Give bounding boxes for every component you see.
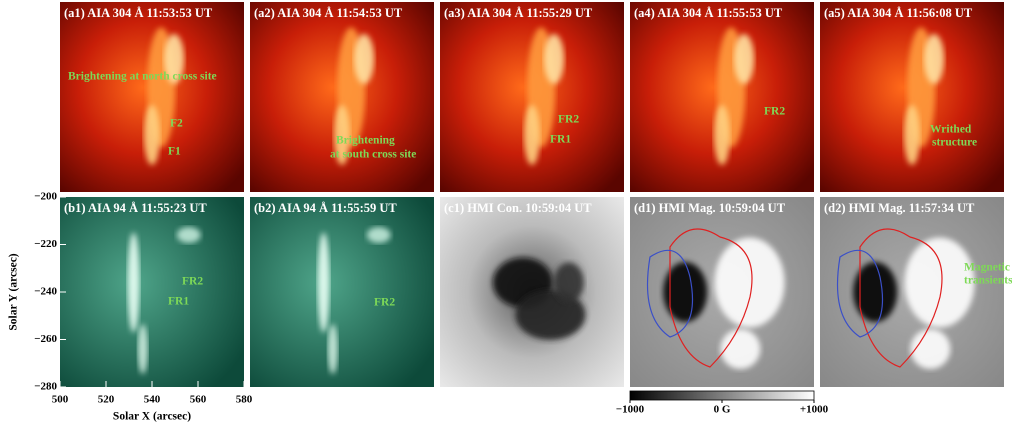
annotation: Brightening [336, 135, 395, 147]
panel: (d2) HMI Mag. 11:57:34 UT Magnetictransie… [820, 197, 1012, 387]
panel-title: (b2) AIA 94 Å 11:55:59 UT [254, 201, 397, 215]
feature [524, 105, 540, 165]
panel: (c1) HMI Con. 10:59:04 UT [440, 197, 624, 387]
panel-title: (b1) AIA 94 Å 11:55:23 UT [64, 201, 207, 215]
annotation: FR2 [558, 114, 579, 126]
feature [177, 227, 201, 243]
panel-image [250, 197, 434, 387]
panel-image [60, 197, 244, 387]
panel: (d1) HMI Mag. 10:59:04 UT [630, 197, 814, 387]
y-tick-label: −220 [34, 238, 57, 250]
feature [544, 34, 564, 84]
annotation: at south cross site [330, 149, 416, 161]
y-tick-label: −280 [34, 381, 57, 393]
annotation: F1 [168, 146, 181, 158]
panel: (a4) AIA 304 Å 11:55:53 UT FR2 [630, 2, 814, 192]
panel-title: (a4) AIA 304 Å 11:55:53 UT [634, 6, 783, 20]
panel-title: (a1) AIA 304 Å 11:53:53 UT [64, 6, 213, 20]
feature [328, 324, 338, 374]
feature [734, 34, 754, 84]
figure: (a1) AIA 304 Å 11:53:53 UT Brightening at… [0, 0, 1012, 425]
feature [715, 238, 785, 328]
x-tick-label: 500 [52, 394, 69, 406]
colorbar-label: 0 G [714, 404, 731, 416]
annotation: FR1 [550, 134, 571, 146]
panel: (a1) AIA 304 Å 11:53:53 UT Brightening at… [60, 2, 244, 192]
y-axis-label: Solar Y (arcsec) [8, 253, 20, 330]
x-tick-label: 580 [236, 394, 253, 406]
panel-title: (a2) AIA 304 Å 11:54:53 UT [254, 6, 403, 20]
x-axis-label: Solar X (arcsec) [113, 411, 191, 423]
annotation: FR1 [168, 296, 189, 308]
panel: (a5) AIA 304 Å 11:56:08 UT Writhedstructu… [820, 2, 1004, 192]
colorbar [630, 391, 814, 400]
colorbar-label: +1000 [800, 404, 829, 416]
y-tick-label: −200 [34, 191, 57, 203]
annotation: Magnetic [964, 262, 1010, 274]
panel-title: (a3) AIA 304 Å 11:55:29 UT [444, 6, 593, 20]
y-tick-label: −260 [34, 333, 57, 345]
annotation: F2 [170, 118, 183, 130]
feature [318, 233, 330, 333]
panel: (b2) AIA 94 Å 11:55:59 UT FR2 [250, 197, 434, 387]
annotation: Brightening at north cross site [68, 71, 217, 83]
panel-title: (d2) HMI Mag. 11:57:34 UT [824, 201, 975, 215]
feature [924, 34, 944, 84]
panel-title: (a5) AIA 304 Å 11:56:08 UT [824, 6, 973, 20]
feature [714, 105, 730, 165]
annotation: transients [964, 275, 1012, 287]
panel: (b1) AIA 94 Å 11:55:23 UT FR2 FR1 [60, 197, 244, 387]
colorbar-label: −1000 [616, 404, 645, 416]
y-tick-label: −240 [34, 286, 57, 298]
feature [720, 329, 760, 369]
annotation: Writhed [930, 124, 972, 136]
feature [144, 105, 160, 165]
x-tick-label: 560 [190, 394, 207, 406]
feature [554, 263, 584, 303]
panel-title: (c1) HMI Con. 10:59:04 UT [444, 201, 592, 215]
feature [367, 227, 391, 243]
panel: (a3) AIA 304 Å 11:55:29 UT FR2 FR1 [440, 2, 624, 192]
feature [138, 324, 148, 374]
annotation: FR2 [764, 106, 785, 118]
x-tick-label: 520 [98, 394, 115, 406]
annotation: FR2 [374, 297, 395, 309]
annotation: FR2 [182, 276, 203, 288]
annotation: structure [932, 137, 977, 149]
panel-title: (d1) HMI Mag. 10:59:04 UT [634, 201, 786, 215]
feature [128, 233, 140, 333]
feature [910, 329, 950, 369]
panel: (a2) AIA 304 Å 11:54:53 UT Brightening at … [250, 2, 434, 192]
x-tick-label: 540 [144, 394, 161, 406]
feature [354, 34, 374, 84]
feature [904, 105, 920, 165]
